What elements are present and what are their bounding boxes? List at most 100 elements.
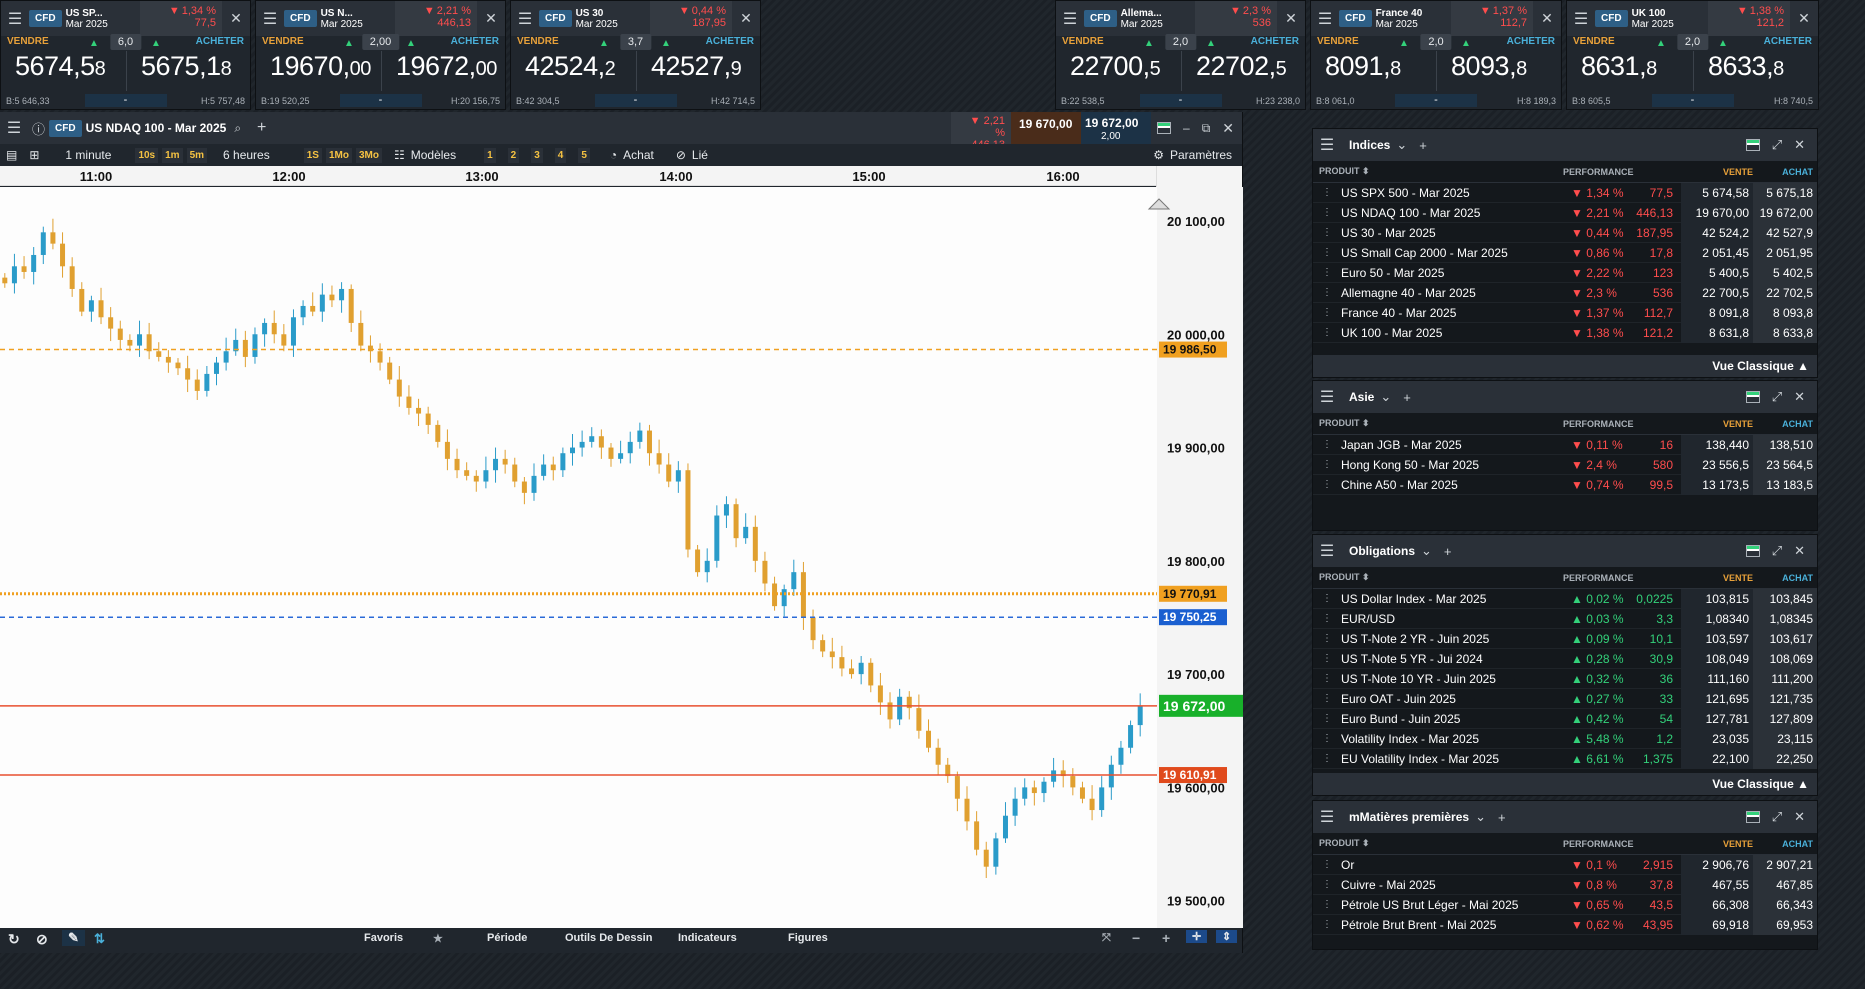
buy-price[interactable]: 23,115 bbox=[1753, 728, 1817, 749]
more-icon[interactable]: ⋮ bbox=[1322, 653, 1332, 664]
layout-icon[interactable] bbox=[1745, 391, 1760, 403]
info-icon[interactable]: ⓘ bbox=[32, 121, 46, 137]
product-name[interactable]: US SPX 500 - Mar 2025 bbox=[1341, 185, 1470, 200]
models-icon[interactable]: ☷ bbox=[393, 148, 405, 162]
list-item[interactable]: ⋮ EUR/USD ▲ 0,03 % 3,3 1,08340 1,08345 bbox=[1313, 608, 1817, 629]
sell-price[interactable]: 23,035 bbox=[1681, 728, 1753, 749]
list-icon[interactable]: ▤ bbox=[6, 148, 18, 162]
chart-buy-area[interactable]: 19 672,00 2,00 bbox=[1081, 112, 1151, 144]
star-icon[interactable]: ★ bbox=[433, 933, 443, 945]
expand-icon[interactable]: ⤢ bbox=[1771, 809, 1783, 824]
period-button[interactable]: Période bbox=[487, 932, 528, 944]
quantity-select[interactable]: - bbox=[1651, 94, 1734, 107]
product-name[interactable]: Pétrole US Brut Léger - Mai 2025 bbox=[1341, 897, 1519, 912]
menu-icon[interactable]: ☰ bbox=[517, 10, 533, 28]
more-icon[interactable]: ⋮ bbox=[1322, 307, 1332, 318]
more-icon[interactable]: ⋮ bbox=[1322, 613, 1332, 624]
layout-3[interactable]: 3 bbox=[531, 147, 543, 163]
product-column-header[interactable]: PRODUIT ⬍ bbox=[1319, 166, 1370, 176]
popout-icon[interactable]: ⧉ bbox=[1201, 120, 1211, 135]
more-icon[interactable]: ⋮ bbox=[1322, 247, 1332, 258]
buy-price[interactable]: 1,08345 bbox=[1753, 608, 1817, 629]
alert-bell-icon[interactable] bbox=[1147, 198, 1171, 210]
performance-column-header[interactable]: PERFORMANCE bbox=[1563, 572, 1634, 583]
sell-price[interactable]: 138,440 bbox=[1681, 434, 1753, 455]
layout-5[interactable]: 5 bbox=[578, 147, 590, 163]
close-icon[interactable]: ✕ bbox=[740, 10, 752, 26]
list-item[interactable]: ⋮ Japan JGB - Mar 2025 ▼ 0,11 % 16 138,4… bbox=[1313, 434, 1817, 455]
period-3mo[interactable]: 3Mo bbox=[355, 147, 382, 163]
expand-icon[interactable]: ⤢ bbox=[1771, 137, 1783, 152]
list-item[interactable]: ⋮ Volatility Index - Mar 2025 ▲ 5,48 % 1… bbox=[1313, 728, 1817, 749]
list-item[interactable]: ⋮ Hong Kong 50 - Mar 2025 ▼ 2,4 % 580 23… bbox=[1313, 454, 1817, 475]
close-icon[interactable]: ✕ bbox=[1794, 137, 1805, 152]
sell-price[interactable]: 111,160 bbox=[1681, 668, 1753, 689]
figures-button[interactable]: Figures bbox=[788, 932, 828, 944]
panel-title[interactable]: Obligations bbox=[1349, 544, 1415, 558]
more-icon[interactable]: ⋮ bbox=[1322, 753, 1332, 764]
product-name[interactable]: Cuivre - Mai 2025 bbox=[1341, 877, 1436, 892]
sell-price[interactable]: 8 091,8 bbox=[1681, 302, 1753, 323]
quantity-select[interactable]: - bbox=[1139, 94, 1222, 107]
more-icon[interactable]: ⋮ bbox=[1322, 459, 1332, 470]
crosshair-icon[interactable]: ✛ bbox=[1186, 930, 1208, 943]
close-icon[interactable]: ✕ bbox=[1222, 119, 1234, 136]
layout-4[interactable]: 4 bbox=[554, 147, 567, 163]
close-icon[interactable]: ✕ bbox=[1541, 10, 1553, 26]
more-icon[interactable]: ⋮ bbox=[1322, 859, 1332, 870]
buy-price[interactable]: 69,953 bbox=[1753, 914, 1817, 935]
tile-buy-price[interactable]: 5675,18 bbox=[141, 51, 232, 81]
tile-sell-price[interactable]: 22700,5 bbox=[1070, 51, 1161, 81]
more-icon[interactable]: ⋮ bbox=[1322, 287, 1332, 298]
more-icon[interactable]: ⋮ bbox=[1322, 633, 1332, 644]
layout-icon[interactable] bbox=[1745, 811, 1760, 823]
tile-symbol[interactable]: US 30 Mar 2025 bbox=[575, 7, 618, 30]
panel-title[interactable]: mMatières premières bbox=[1349, 810, 1470, 824]
product-name[interactable]: US 30 - Mar 2025 bbox=[1341, 225, 1436, 240]
period-1mo[interactable]: 1Mo bbox=[325, 147, 352, 163]
tile-buy-price[interactable]: 8633,8 bbox=[1708, 51, 1784, 81]
buy-price[interactable]: 2 051,95 bbox=[1753, 242, 1817, 263]
tile-symbol[interactable]: UK 100 Mar 2025 bbox=[1631, 7, 1674, 30]
settings-button[interactable]: Paramètres bbox=[1169, 148, 1232, 162]
menu-icon[interactable]: ☰ bbox=[1319, 809, 1335, 826]
layout-2[interactable]: 2 bbox=[507, 147, 520, 163]
list-item[interactable]: ⋮ Cuivre - Mai 2025 ▼ 0,8 % 37,8 467,55 … bbox=[1313, 874, 1817, 895]
product-name[interactable]: EUR/USD bbox=[1341, 611, 1396, 626]
product-name[interactable]: US T-Note 5 YR - Jui 2024 bbox=[1341, 651, 1483, 666]
menu-icon[interactable]: ☰ bbox=[6, 120, 22, 137]
more-icon[interactable]: ⋮ bbox=[1322, 479, 1332, 490]
link-icon[interactable]: ⊘ bbox=[675, 148, 686, 162]
tile-sell-price[interactable]: 19670,00 bbox=[270, 51, 371, 81]
product-name[interactable]: US Small Cap 2000 - Mar 2025 bbox=[1341, 245, 1508, 260]
buy-price[interactable]: 19 672,00 bbox=[1753, 202, 1817, 223]
list-item[interactable]: ⋮ US T-Note 10 YR - Juin 2025 ▲ 0,32 % 3… bbox=[1313, 668, 1817, 689]
close-icon[interactable]: ✕ bbox=[1285, 10, 1297, 26]
pencil-icon[interactable]: ✎ bbox=[62, 930, 85, 946]
product-name[interactable]: Euro 50 - Mar 2025 bbox=[1341, 265, 1445, 280]
list-item[interactable]: ⋮ US SPX 500 - Mar 2025 ▼ 1,34 % 77,5 5 … bbox=[1313, 182, 1817, 203]
product-name[interactable]: Allemagne 40 - Mar 2025 bbox=[1341, 285, 1476, 300]
product-name[interactable]: Hong Kong 50 - Mar 2025 bbox=[1341, 457, 1480, 472]
price-chart[interactable]: 20 100,00 20 000,00 19 900,00 19 800,00 19 7… bbox=[0, 186, 1243, 928]
sell-price[interactable]: 5 674,58 bbox=[1681, 182, 1753, 203]
list-item[interactable]: ⋮ US T-Note 2 YR - Juin 2025 ▲ 0,09 % 10… bbox=[1313, 628, 1817, 649]
chart-instrument[interactable]: US NDAQ 100 - Mar 2025 bbox=[85, 121, 227, 135]
list-item[interactable]: ⋮ US Small Cap 2000 - Mar 2025 ▼ 0,86 % … bbox=[1313, 242, 1817, 263]
tile-buy-price[interactable]: 22702,5 bbox=[1196, 51, 1287, 81]
search-icon[interactable]: ⌕ bbox=[234, 120, 242, 135]
list-item[interactable]: ⋮ US T-Note 5 YR - Jui 2024 ▲ 0,28 % 30,… bbox=[1313, 648, 1817, 669]
close-icon[interactable]: ✕ bbox=[1794, 809, 1805, 824]
list-item[interactable]: ⋮ UK 100 - Mar 2025 ▼ 1,38 % 121,2 8 631… bbox=[1313, 322, 1817, 343]
close-icon[interactable]: ✕ bbox=[485, 10, 497, 26]
more-icon[interactable]: ⋮ bbox=[1322, 207, 1332, 218]
buy-price[interactable]: 66,343 bbox=[1753, 894, 1817, 915]
layout-1[interactable]: 1 bbox=[484, 147, 496, 163]
swap-icon[interactable]: ⇅ bbox=[94, 931, 105, 946]
layout-icon[interactable] bbox=[1745, 139, 1760, 151]
buy-price[interactable]: 103,617 bbox=[1753, 628, 1817, 649]
tile-symbol[interactable]: Allema... Mar 2025 bbox=[1120, 7, 1163, 30]
list-item[interactable]: ⋮ Pétrole Brut Brent - Mai 2025 ▼ 0,62 %… bbox=[1313, 914, 1817, 935]
vertical-zoom-icon[interactable]: ⇕ bbox=[1216, 930, 1238, 943]
buy-price[interactable]: 13 183,5 bbox=[1753, 474, 1817, 495]
